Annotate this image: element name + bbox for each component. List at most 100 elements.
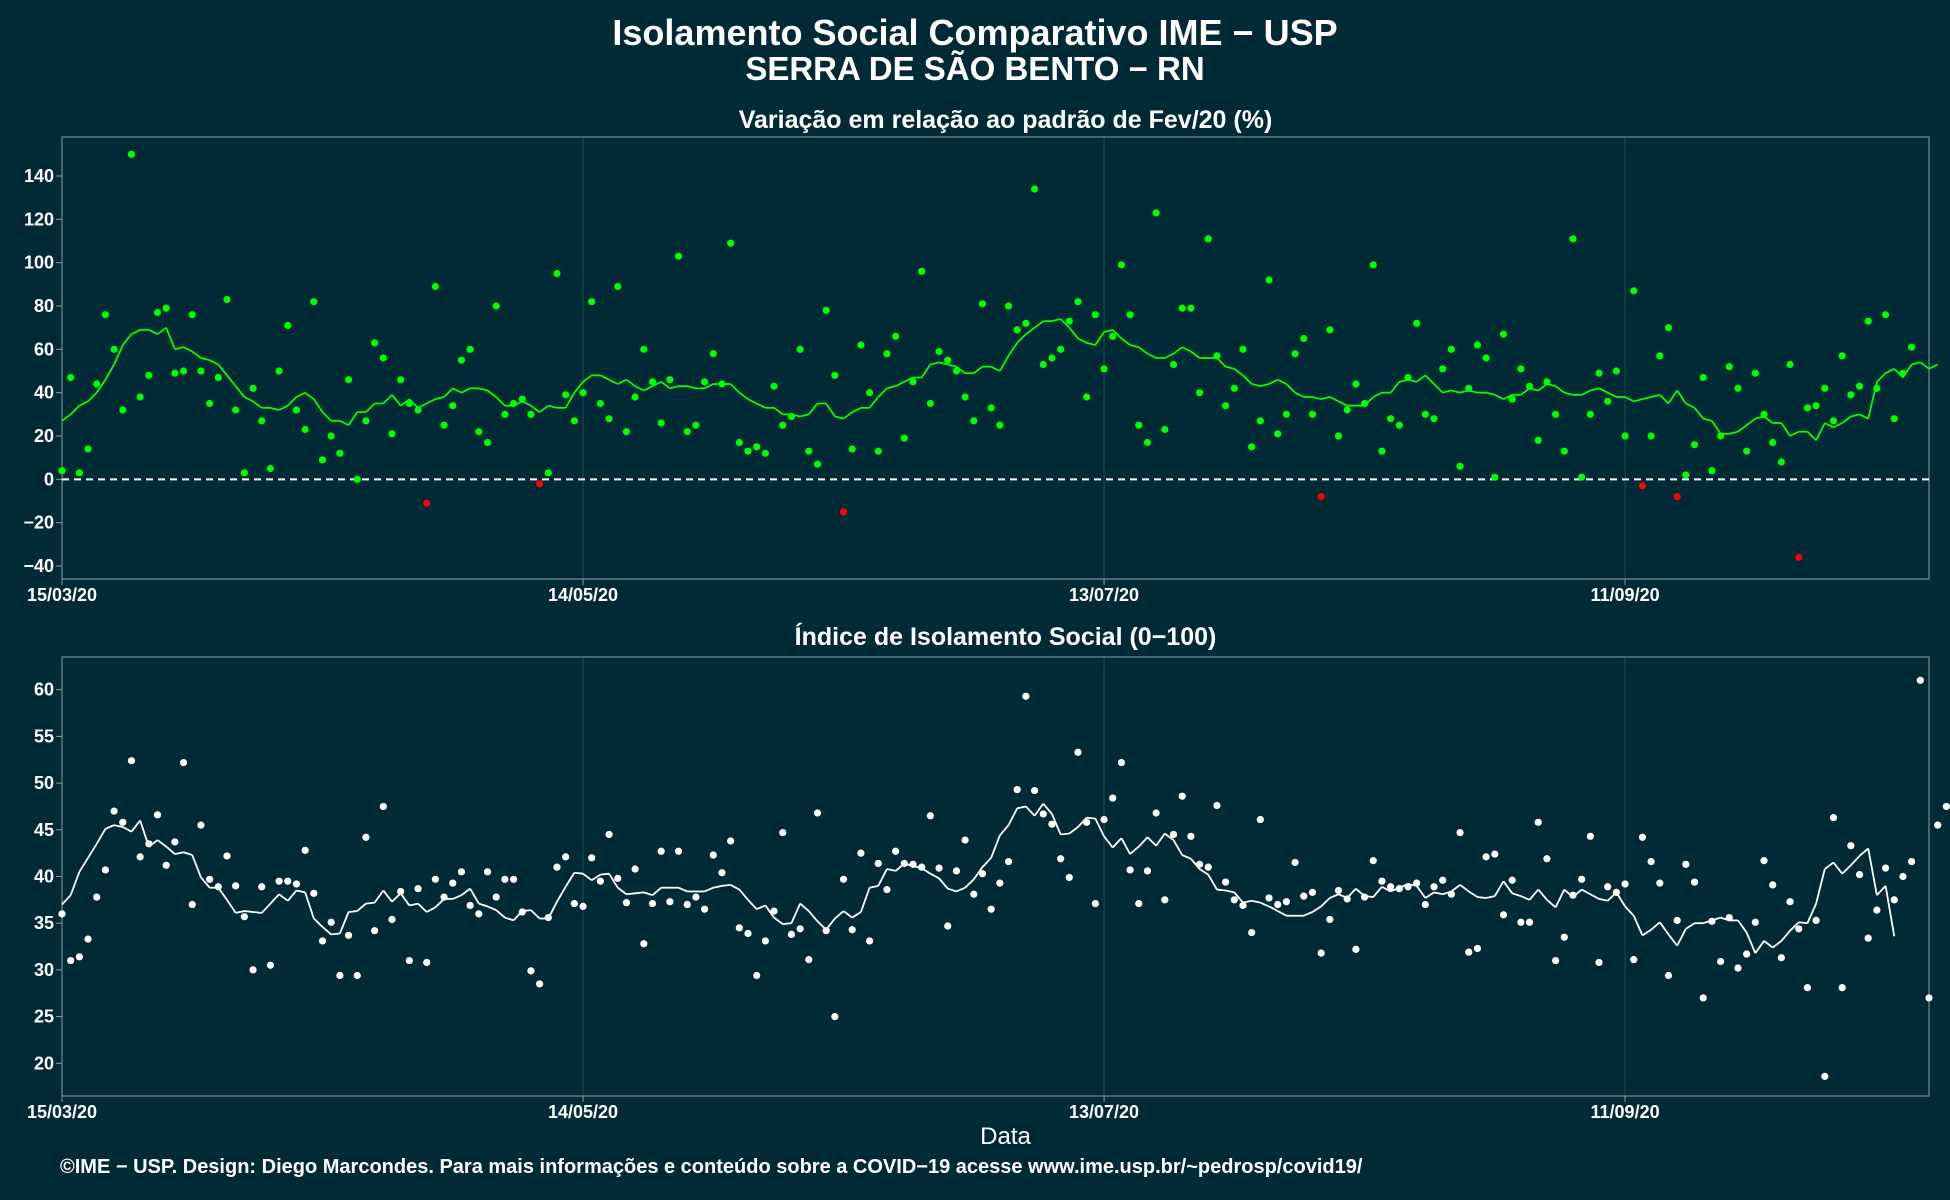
data-point	[431, 875, 439, 883]
rolling-mean-segment	[1450, 884, 1461, 893]
data-point	[249, 384, 257, 392]
data-point	[1282, 410, 1291, 418]
chart-title: Variação em relação ao padrão de Fev/20 …	[739, 106, 1273, 134]
rolling-mean-segment	[687, 385, 697, 390]
data-point	[1430, 415, 1438, 423]
rolling-mean-segment	[582, 872, 593, 881]
data-point	[1117, 758, 1126, 767]
rolling-mean-segment	[1485, 895, 1496, 899]
data-point	[1048, 820, 1056, 828]
rolling-mean-segment	[1086, 341, 1096, 346]
data-point	[1083, 393, 1091, 401]
rolling-mean-segment	[70, 405, 81, 415]
data-point	[1786, 360, 1794, 369]
data-point	[1664, 971, 1673, 980]
data-point	[1734, 384, 1742, 392]
rolling-mean-segment	[1911, 361, 1921, 366]
rolling-mean-segment	[304, 892, 315, 919]
data-point	[1022, 319, 1030, 327]
rolling-mean-segment	[842, 910, 853, 919]
rolling-mean-segment	[808, 402, 819, 415]
rolling-mean-segment	[165, 845, 176, 855]
data-point	[127, 150, 136, 158]
rolling-mean-segment	[1581, 389, 1591, 396]
rolling-mean-segment	[183, 346, 193, 353]
rolling-mean-segment	[347, 411, 358, 426]
data-point	[1004, 857, 1013, 866]
data-point	[1091, 899, 1099, 908]
data-point	[1161, 896, 1169, 904]
data-point	[883, 885, 891, 894]
data-point	[666, 898, 674, 906]
data-point	[284, 877, 292, 885]
data-point	[1456, 829, 1464, 837]
data-point	[805, 956, 813, 964]
data-point	[1586, 410, 1594, 418]
x-tick-label: 11/09/20	[1591, 585, 1660, 605]
data-point	[796, 925, 804, 933]
rolling-mean-segment	[1442, 389, 1452, 394]
rolling-mean-segment	[1754, 940, 1765, 954]
rolling-mean-segment	[270, 406, 280, 411]
data-point	[657, 419, 665, 427]
data-point	[1473, 944, 1482, 953]
data-point	[1630, 956, 1638, 964]
rolling-mean-segment	[1841, 864, 1852, 875]
rolling-mean-segment	[1502, 880, 1513, 894]
data-point	[1100, 815, 1108, 824]
rolling-mean-segment	[1659, 394, 1670, 405]
data-point	[388, 915, 396, 924]
rolling-mean-segment	[1815, 868, 1826, 904]
rolling-mean-segment	[1789, 921, 1800, 932]
rolling-mean-segment	[868, 396, 879, 409]
rolling-mean-segment	[1120, 837, 1131, 855]
data-point	[926, 812, 934, 820]
data-point	[1673, 493, 1681, 501]
page-subtitle: SERRA DE SÃO BENTO − RN	[745, 50, 1205, 87]
rolling-mean-segment	[643, 891, 653, 897]
data-point	[1187, 832, 1195, 840]
data-point	[275, 877, 283, 885]
data-point	[753, 443, 761, 451]
rolling-mean-segment	[1485, 391, 1496, 396]
data-point	[1838, 984, 1846, 992]
rolling-mean-segment	[1094, 818, 1105, 837]
data-point	[1421, 900, 1429, 909]
rolling-mean-segment	[504, 916, 514, 922]
rolling-mean-segment	[417, 902, 428, 913]
data-point	[1083, 818, 1091, 826]
data-point	[449, 879, 457, 887]
data-point	[1300, 892, 1308, 900]
data-point	[1013, 786, 1021, 794]
data-point	[1230, 384, 1238, 392]
rolling-mean-segment	[1780, 422, 1791, 437]
data-point	[1274, 430, 1282, 438]
rolling-mean-segment	[1077, 337, 1088, 344]
rolling-mean-segment	[1112, 837, 1123, 849]
data-point	[1152, 209, 1160, 217]
data-point	[162, 861, 170, 869]
data-point	[805, 447, 813, 455]
data-point	[1195, 389, 1204, 397]
variation-chart: Variação em relação ao padrão de Fev/20 …	[23, 106, 1939, 605]
rolling-mean-segment	[651, 887, 662, 896]
data-point	[622, 899, 631, 907]
rolling-mean-segment	[808, 910, 819, 922]
data-point	[544, 913, 552, 922]
data-point	[700, 905, 709, 913]
data-point	[1447, 345, 1455, 353]
rolling-mean-segment	[574, 871, 584, 875]
data-point	[1222, 878, 1230, 886]
data-point	[1699, 373, 1707, 382]
rolling-mean-segment	[573, 381, 584, 394]
rolling-mean-segment	[1372, 886, 1383, 898]
data-point	[1821, 384, 1829, 392]
data-point	[145, 371, 153, 379]
rolling-mean-segment	[1841, 415, 1852, 424]
data-point	[371, 339, 379, 347]
data-point	[1899, 369, 1907, 377]
rolling-mean-segment	[1068, 327, 1079, 340]
rolling-mean-segment	[1780, 930, 1791, 942]
rolling-mean-segment	[1763, 940, 1774, 949]
rolling-mean-segment	[999, 355, 1010, 372]
